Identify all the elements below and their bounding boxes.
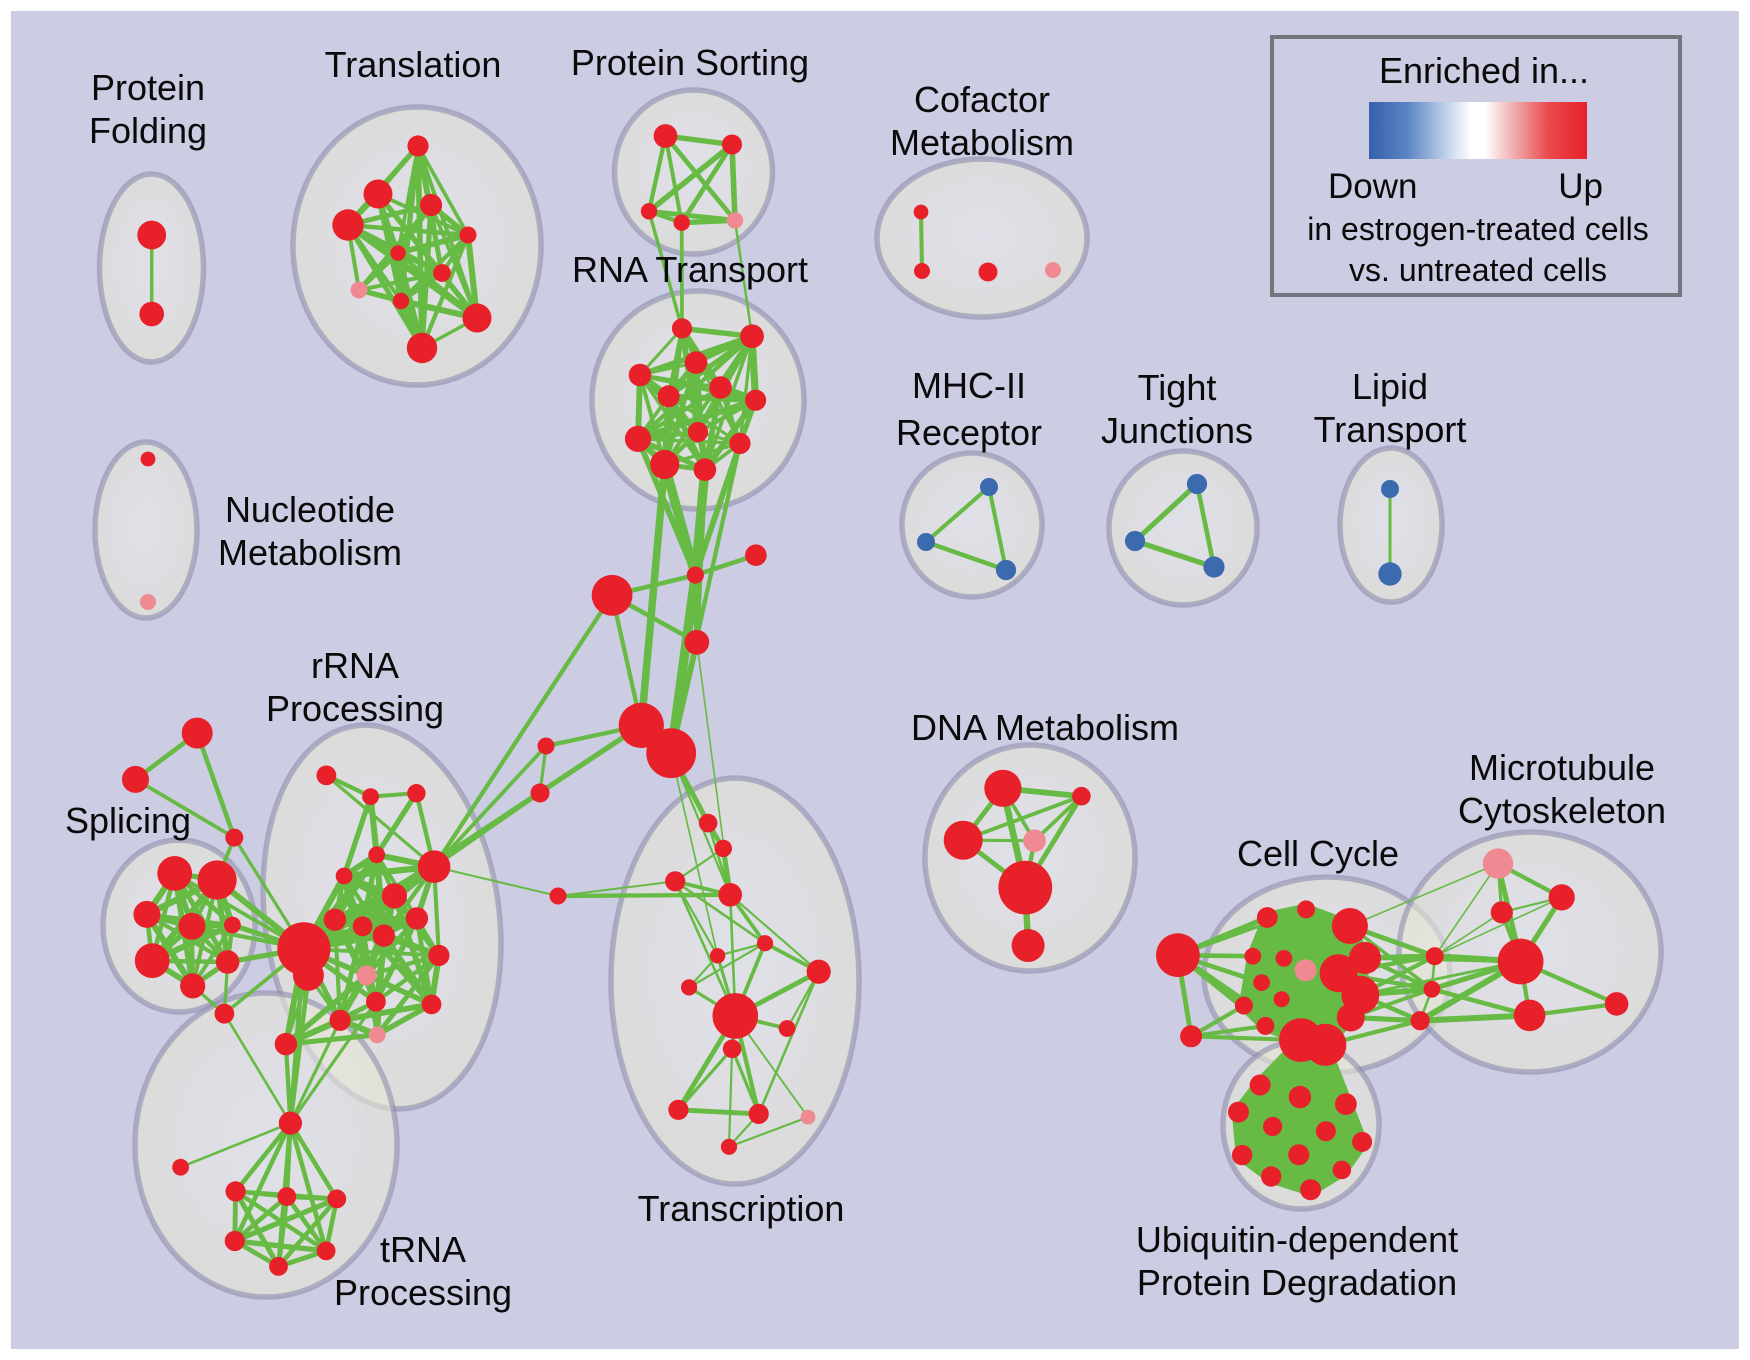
- svg-text:Protein: Protein: [91, 67, 205, 108]
- svg-text:Metabolism: Metabolism: [218, 532, 402, 573]
- svg-text:in estrogen-treated cells: in estrogen-treated cells: [1307, 211, 1649, 247]
- svg-text:RNA Transport: RNA Transport: [572, 249, 808, 290]
- svg-text:Processing: Processing: [266, 688, 444, 729]
- svg-text:Metabolism: Metabolism: [890, 122, 1074, 163]
- svg-text:rRNA: rRNA: [311, 645, 399, 686]
- svg-text:Splicing: Splicing: [65, 800, 191, 841]
- svg-text:Folding: Folding: [89, 110, 207, 151]
- svg-text:Receptor: Receptor: [896, 412, 1042, 453]
- svg-text:Junctions: Junctions: [1101, 410, 1253, 451]
- svg-text:Nucleotide: Nucleotide: [225, 489, 395, 530]
- svg-text:DNA Metabolism: DNA Metabolism: [911, 707, 1179, 748]
- svg-text:Protein Degradation: Protein Degradation: [1137, 1262, 1457, 1303]
- svg-text:tRNA: tRNA: [380, 1229, 466, 1270]
- svg-text:MHC-II: MHC-II: [912, 365, 1026, 406]
- svg-text:Enriched in...: Enriched in...: [1379, 50, 1589, 91]
- svg-text:Protein Sorting: Protein Sorting: [571, 42, 809, 83]
- svg-text:Up: Up: [1558, 167, 1603, 206]
- svg-text:Transport: Transport: [1314, 409, 1467, 450]
- svg-text:Cell Cycle: Cell Cycle: [1237, 833, 1399, 874]
- svg-text:Processing: Processing: [334, 1272, 512, 1313]
- svg-text:Cytoskeleton: Cytoskeleton: [1458, 790, 1666, 831]
- svg-text:Cofactor: Cofactor: [914, 79, 1050, 120]
- svg-text:Transcription: Transcription: [638, 1188, 845, 1229]
- svg-text:Ubiquitin-dependent: Ubiquitin-dependent: [1136, 1219, 1458, 1260]
- svg-text:vs. untreated cells: vs. untreated cells: [1349, 252, 1607, 288]
- svg-text:Tight: Tight: [1138, 367, 1217, 408]
- svg-text:Translation: Translation: [325, 44, 502, 85]
- svg-text:Down: Down: [1328, 167, 1417, 206]
- svg-text:Microtubule: Microtubule: [1469, 747, 1655, 788]
- svg-text:Lipid: Lipid: [1352, 366, 1428, 407]
